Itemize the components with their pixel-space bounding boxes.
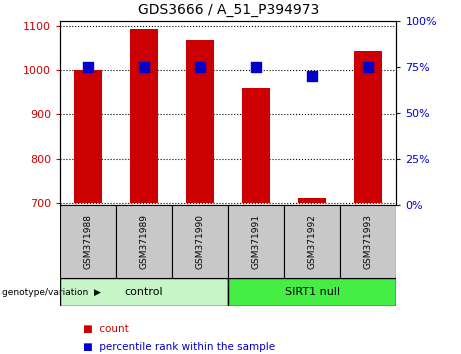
Bar [242,88,270,203]
Point [140,64,148,70]
Bar [228,278,396,306]
Bar [74,70,102,203]
Point [253,64,260,70]
Bar [60,205,116,278]
Text: GSM371992: GSM371992 [308,214,317,269]
Text: GSM371988: GSM371988 [83,214,93,269]
Text: GSM371991: GSM371991 [252,214,261,269]
Bar [284,205,340,278]
Point [84,64,92,70]
Bar [116,205,172,278]
Bar [340,205,396,278]
Text: ■  percentile rank within the sample: ■ percentile rank within the sample [83,342,275,352]
Text: GSM371989: GSM371989 [140,214,148,269]
Bar [298,198,326,203]
Bar [130,29,158,203]
Text: control: control [125,287,163,297]
Text: GSM371993: GSM371993 [364,214,373,269]
Text: ■  count: ■ count [83,324,129,334]
Bar [172,205,228,278]
Bar [60,278,228,306]
Bar [228,205,284,278]
Text: genotype/variation  ▶: genotype/variation ▶ [2,287,101,297]
Title: GDS3666 / A_51_P394973: GDS3666 / A_51_P394973 [137,4,319,17]
Bar [355,51,383,203]
Point [365,64,372,70]
Bar [186,40,214,203]
Point [309,74,316,79]
Point [196,64,204,70]
Text: GSM371990: GSM371990 [195,214,205,269]
Text: SIRT1 null: SIRT1 null [285,287,340,297]
